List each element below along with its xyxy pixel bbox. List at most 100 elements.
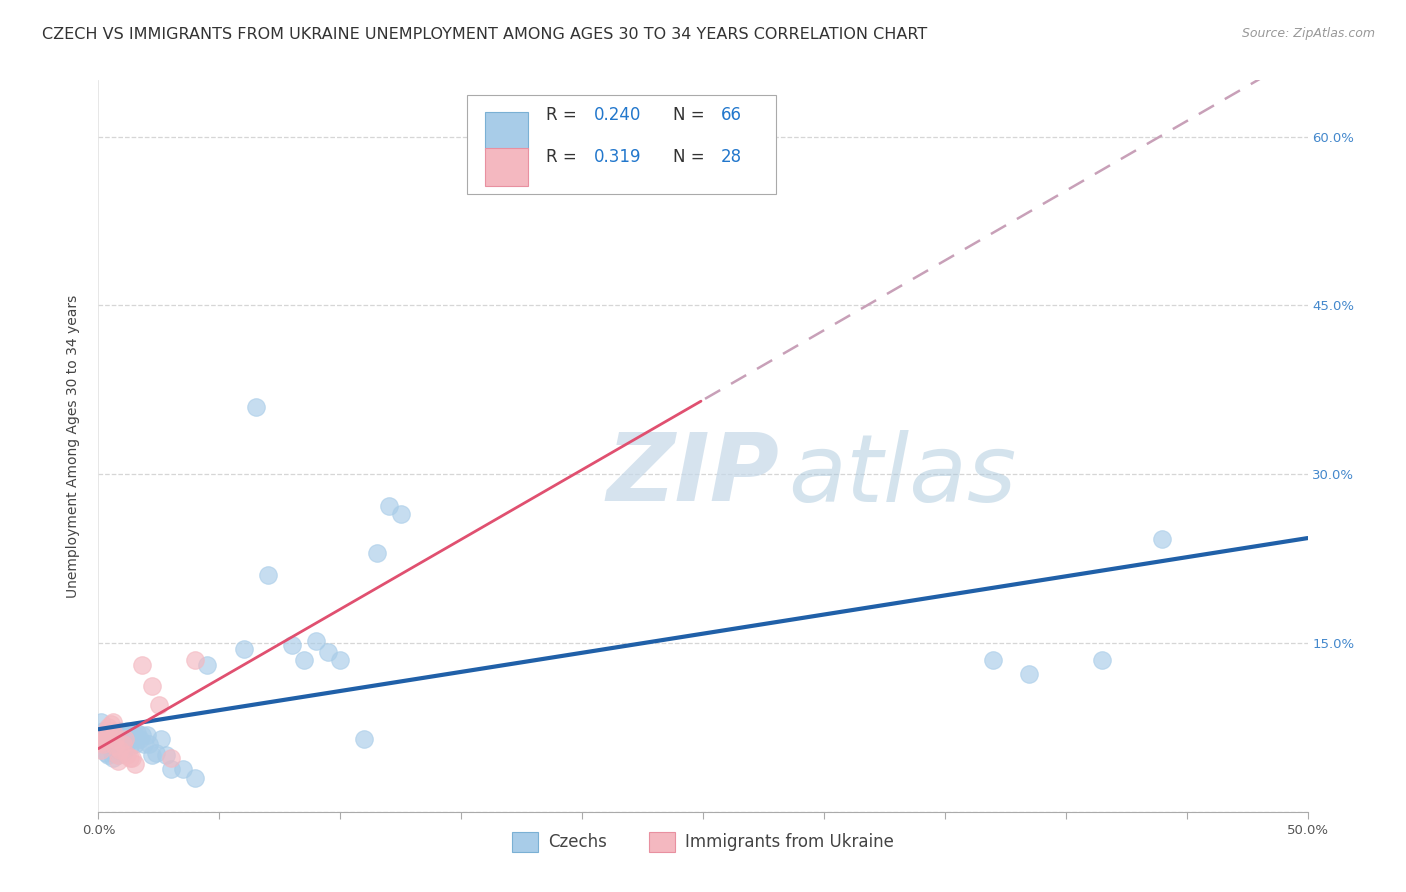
Point [366,546,388,560]
Point [245,400,267,414]
Point [377,499,399,513]
Point [114,728,136,742]
Text: 28: 28 [721,147,742,166]
Point [107,748,129,763]
Point [117,737,139,751]
Point [90,714,112,729]
Point [101,728,124,742]
Point [111,737,134,751]
Point [104,735,127,749]
Point [100,726,122,740]
Point [107,748,129,763]
Text: 0.319: 0.319 [595,147,641,166]
Text: CZECH VS IMMIGRANTS FROM UKRAINE UNEMPLOYMENT AMONG AGES 30 TO 34 YEARS CORRELAT: CZECH VS IMMIGRANTS FROM UKRAINE UNEMPLO… [42,27,928,42]
Point [94,723,117,738]
Point [148,698,170,712]
Point [100,735,122,749]
Point [131,728,153,742]
Point [160,762,183,776]
Text: 66: 66 [721,106,742,124]
Point [1152,533,1174,547]
Point [134,737,156,751]
Text: N =: N = [672,106,710,124]
Point [124,728,146,742]
Point [150,731,173,746]
Point [160,750,183,764]
Point [100,726,122,740]
Point [353,731,375,746]
Point [114,739,136,754]
Point [131,658,153,673]
Point [329,653,352,667]
Point [101,714,124,729]
Point [91,731,114,746]
Point [172,762,194,776]
Text: 0.240: 0.240 [595,106,641,124]
Point [90,735,112,749]
Text: R =: R = [546,147,588,166]
Point [108,737,131,751]
Point [118,750,141,764]
Point [127,726,149,740]
Point [981,653,1004,667]
Point [1091,653,1114,667]
Point [111,726,134,740]
Point [91,728,114,742]
Point [256,568,278,582]
Point [91,723,114,738]
Text: R =: R = [546,106,582,124]
Point [94,728,117,742]
Point [107,737,129,751]
Point [114,731,136,746]
Point [101,737,124,751]
Point [107,728,129,742]
Point [121,750,143,764]
Point [111,746,134,760]
Point [104,739,127,754]
Point [108,743,131,757]
Point [97,720,120,734]
Point [101,746,124,760]
Point [117,748,139,763]
Point [101,723,124,738]
Point [101,750,124,764]
Point [135,728,157,742]
Point [118,728,141,742]
Point [184,653,207,667]
Point [104,726,127,740]
Point [97,731,120,746]
Point [281,638,304,652]
Point [97,739,120,754]
Legend: Czechs, Immigrants from Ukraine: Czechs, Immigrants from Ukraine [505,826,901,858]
Point [104,743,127,757]
Point [316,645,339,659]
Point [94,731,117,746]
Text: ZIP: ZIP [606,429,779,521]
Point [94,737,117,751]
Point [118,739,141,754]
Point [117,723,139,738]
Text: N =: N = [672,147,710,166]
Point [91,737,114,751]
Point [97,748,120,763]
Point [104,731,127,746]
Point [90,743,112,757]
Point [108,723,131,738]
Point [1018,667,1040,681]
Point [128,731,150,746]
FancyBboxPatch shape [467,95,776,194]
Text: atlas: atlas [787,430,1017,521]
Point [124,757,146,772]
Point [138,737,160,751]
Bar [485,148,527,186]
Point [111,735,134,749]
Text: Source: ZipAtlas.com: Source: ZipAtlas.com [1241,27,1375,40]
Y-axis label: Unemployment Among Ages 30 to 34 years: Unemployment Among Ages 30 to 34 years [66,294,80,598]
Point [100,717,122,731]
Point [184,771,207,785]
Point [100,743,122,757]
Point [124,737,146,751]
Point [389,507,412,521]
Point [145,746,167,760]
Point [195,658,218,673]
